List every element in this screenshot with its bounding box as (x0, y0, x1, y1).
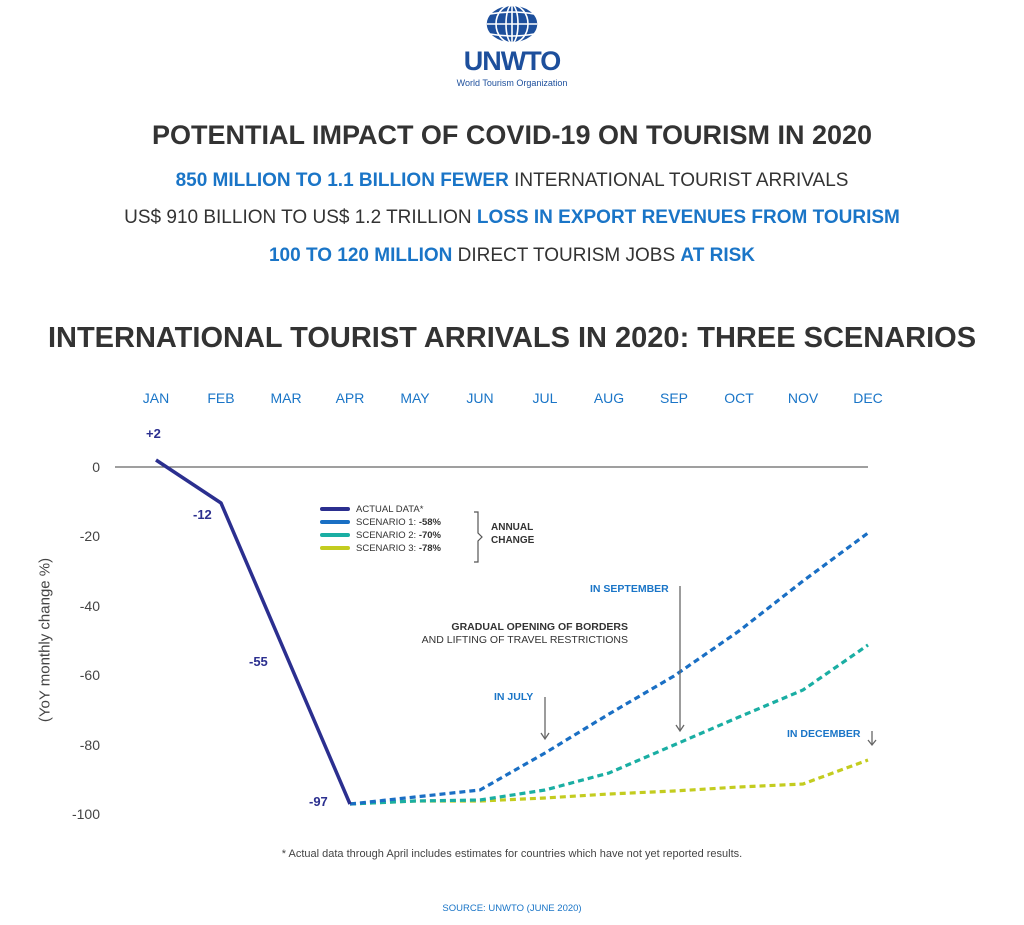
legend-value: -78% (418, 542, 442, 554)
y-tick: -80 (79, 737, 100, 753)
annotation-july: IN JULY (494, 691, 534, 703)
fact-jobs-text: DIRECT TOURISM JOBS (452, 245, 681, 266)
data-label-feb: -12 (193, 507, 212, 522)
legend-item-scenario-3: SCENARIO 3: -78% (320, 541, 441, 555)
month-label: AUG (593, 390, 625, 406)
fact-arrivals-text: INTERNATIONAL TOURIST ARRIVALS (508, 170, 849, 191)
month-label: OCT (724, 390, 754, 406)
annotation-arrows (540, 586, 877, 747)
legend-label: SCENARIO 2: -70% (356, 530, 441, 541)
fact-jobs-highlight-risk: AT RISK (680, 245, 756, 266)
data-label-apr: -97 (309, 794, 328, 809)
fact-arrivals: 850 MILLION TO 1.1 BILLION FEWER INTERNA… (0, 170, 1024, 192)
fact-revenues-highlight: LOSS IN EXPORT REVENUES FROM TOURISM (476, 207, 900, 228)
annotation-september: IN SEPTEMBER (590, 583, 669, 595)
fact-revenues-text: US$ 910 BILLION TO US$ 1.2 TRILLION (124, 207, 477, 228)
logo-text: UNWTO (463, 46, 562, 76)
month-label: JUL (532, 390, 558, 406)
y-tick: -40 (79, 598, 100, 614)
actual-data-line (155, 458, 352, 805)
legend-label-text: SCENARIO 2: (356, 529, 419, 541)
y-tick: 0 (92, 459, 100, 475)
scenario-1-line (349, 531, 869, 806)
logo-subtitle: World Tourism Organization (456, 78, 568, 88)
logo: UNWTO World Tourism Organization (0, 0, 1024, 95)
headline: POTENTIAL IMPACT OF COVID-19 ON TOURISM … (151, 120, 873, 150)
legend-label-text: SCENARIO 3: (356, 542, 419, 554)
month-label: DEC (853, 390, 883, 406)
annotation-borders-line2: AND LIFTING OF TRAVEL RESTRICTIONS (421, 634, 628, 646)
month-label: JUN (466, 390, 494, 406)
annual-label-line2: CHANGE (491, 535, 535, 546)
fact-jobs-highlight: 100 TO 120 MILLION (268, 245, 453, 266)
annual-change-label: ANNUAL CHANGE (491, 521, 534, 547)
annual-label-line1: ANNUAL (491, 522, 534, 533)
legend-label: SCENARIO 3: -78% (356, 543, 441, 554)
fact-jobs: 100 TO 120 MILLION DIRECT TOURISM JOBS A… (0, 245, 1024, 267)
legend-item-actual: ACTUAL DATA* (320, 502, 423, 516)
footnote: * Actual data through April includes est… (281, 848, 743, 860)
legend-brace-icon (474, 511, 483, 563)
data-label-mar: -55 (249, 654, 268, 669)
legend-value: -70% (418, 529, 442, 541)
globe-icon (485, 4, 539, 44)
month-label: MAY (400, 390, 430, 406)
legend-swatch-actual (320, 507, 350, 511)
fact-arrivals-highlight: 850 MILLION TO 1.1 BILLION FEWER (175, 170, 509, 191)
scenario-3-line (349, 758, 869, 806)
y-tick: -20 (79, 528, 100, 544)
month-label: SEP (659, 390, 688, 406)
chart-title: INTERNATIONAL TOURIST ARRIVALS IN 2020: … (47, 322, 977, 354)
scenario-2-line (349, 643, 869, 806)
legend-item-scenario-2: SCENARIO 2: -70% (320, 528, 441, 542)
legend-swatch-scenario-3 (320, 546, 350, 550)
legend-value: -58% (418, 516, 442, 528)
y-tick: -60 (79, 667, 100, 683)
legend-swatch-scenario-1 (320, 520, 350, 524)
legend-label: ACTUAL DATA* (356, 503, 424, 515)
source-credit: SOURCE: UNWTO (JUNE 2020) (442, 903, 582, 914)
legend-label-text: SCENARIO 1: (356, 516, 419, 528)
y-tick: -100 (71, 806, 100, 822)
annotation-borders-line1: GRADUAL OPENING OF BORDERS (451, 621, 628, 633)
legend-item-scenario-1: SCENARIO 1: -58% (320, 515, 441, 529)
legend-label: SCENARIO 1: -58% (356, 517, 441, 528)
month-label: MAR (270, 390, 302, 406)
data-label-jan: +2 (146, 426, 161, 441)
month-label: APR (335, 390, 365, 406)
month-label: JAN (142, 390, 170, 406)
month-label: NOV (787, 390, 819, 406)
annotation-december: IN DECEMBER (787, 728, 861, 740)
legend-swatch-scenario-2 (320, 533, 350, 537)
fact-revenues: US$ 910 BILLION TO US$ 1.2 TRILLION LOSS… (0, 207, 1024, 229)
month-label: FEB (207, 390, 235, 406)
